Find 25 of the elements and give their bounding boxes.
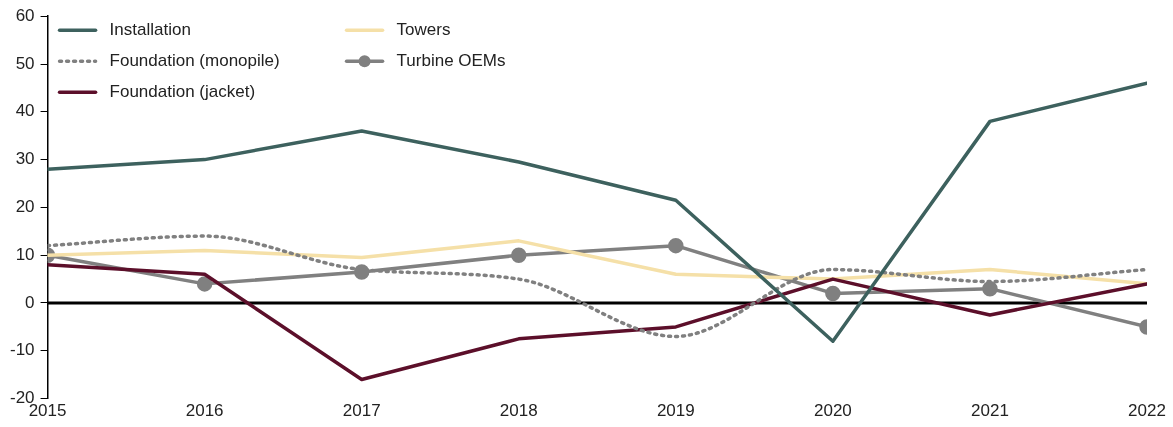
y-tick-label: 0 — [25, 292, 35, 312]
legend-label: Foundation (jacket) — [109, 81, 256, 101]
y-tick-label: 50 — [15, 53, 35, 73]
point — [982, 280, 998, 297]
y-tick-label: 40 — [15, 101, 35, 121]
x-tick-label: 2020 — [813, 401, 852, 421]
y-tick-label: 20 — [15, 197, 35, 217]
legend-label: Foundation (monopile) — [109, 50, 280, 70]
x-tick-label: 2021 — [971, 401, 1009, 421]
point — [511, 247, 527, 263]
y-tick-label: 10 — [15, 244, 35, 264]
point — [668, 237, 684, 254]
legend-label: Towers — [396, 19, 451, 39]
point — [825, 285, 841, 302]
y-tick-label: -10 — [9, 340, 35, 360]
x-tick-label: 2017 — [342, 401, 381, 421]
x-tick-label: 2018 — [499, 401, 538, 421]
x-tick-label: 2019 — [656, 401, 695, 421]
legend-label: Turbine OEMs — [396, 50, 506, 70]
point — [196, 276, 213, 292]
x-tick-label: 2016 — [185, 401, 224, 421]
y-tick-label: 30 — [15, 149, 35, 169]
y-tick-label: 60 — [15, 5, 35, 25]
x-tick-label: 2022 — [1128, 401, 1166, 421]
legend-label: Installation — [109, 19, 191, 39]
